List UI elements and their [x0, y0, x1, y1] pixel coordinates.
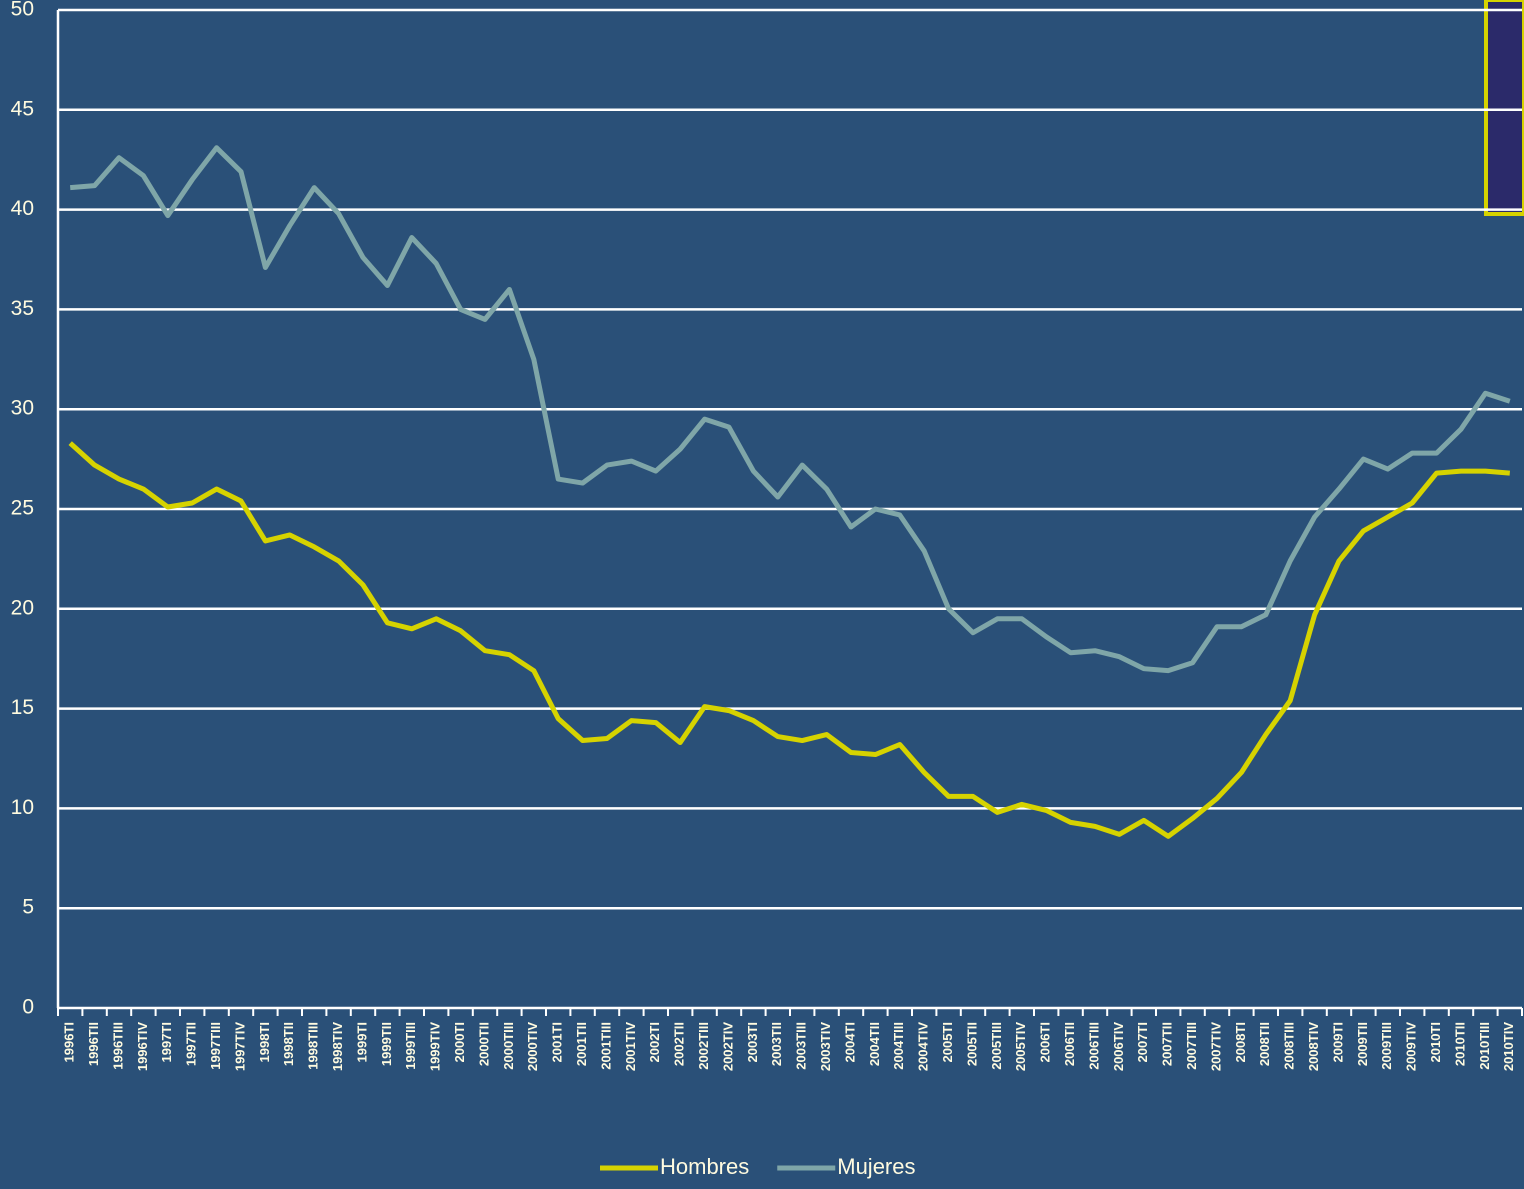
- y-tick-label: 30: [11, 397, 34, 420]
- x-tick-label: 2004TII: [867, 1022, 882, 1066]
- x-tick-label: 2009TIII: [1379, 1022, 1394, 1070]
- x-tick-label: 1998TI: [257, 1022, 272, 1062]
- x-tick-label: 2002TIV: [720, 1022, 735, 1071]
- x-tick-label: 1999TII: [379, 1022, 394, 1066]
- x-tick-label: 2002TIII: [696, 1022, 711, 1070]
- x-tick-label: 2006TII: [1062, 1022, 1077, 1066]
- y-tick-label: 5: [22, 896, 34, 919]
- x-tick-label: 2006TI: [1038, 1022, 1053, 1062]
- x-tick-label: 2007TIII: [1184, 1022, 1199, 1070]
- x-tick-label: 2000TIII: [501, 1022, 516, 1070]
- x-tick-label: 2008TII: [1257, 1022, 1272, 1066]
- legend-label: Hombres: [660, 1154, 749, 1179]
- x-tick-label: 1996TIV: [135, 1022, 150, 1071]
- x-tick-label: 2000TII: [476, 1022, 491, 1066]
- line-series: [69, 145, 1511, 674]
- x-tick-label: 2008TI: [1233, 1022, 1248, 1062]
- x-tick-label: 2001TI: [550, 1022, 565, 1062]
- x-tick-label: 2006TIV: [1111, 1022, 1126, 1071]
- x-tick-label: 2007TI: [1135, 1022, 1150, 1062]
- y-tick-label: 25: [11, 497, 34, 520]
- line-series: [68, 441, 1511, 839]
- x-tick-label: 1996TI: [62, 1022, 77, 1062]
- x-tick-label: 1998TIV: [330, 1022, 345, 1071]
- x-tick-label: 2010TIII: [1477, 1022, 1492, 1070]
- x-tick-label: 1999TIII: [403, 1022, 418, 1070]
- x-tick-label: 2004TIII: [891, 1022, 906, 1070]
- y-tick-label: 15: [11, 696, 34, 719]
- x-tick-label: 1997TIII: [208, 1022, 223, 1070]
- x-tick-label: 2000TI: [452, 1022, 467, 1062]
- x-tick-label: 2005TIV: [1013, 1022, 1028, 1071]
- x-tick-label: 2004TIV: [916, 1022, 931, 1071]
- x-tick-label: 2008TIII: [1282, 1022, 1297, 1070]
- x-tick-label: 2007TII: [1160, 1022, 1175, 1066]
- x-tick-label: 2005TIII: [989, 1022, 1004, 1070]
- x-tick-label: 1997TI: [159, 1022, 174, 1062]
- y-tick-label: 20: [11, 596, 34, 619]
- y-tick-label: 10: [11, 796, 34, 819]
- x-tick-label: 2009TI: [1330, 1022, 1345, 1062]
- x-tick-label: 2006TIII: [1086, 1022, 1101, 1070]
- x-tick-label: 2005TI: [940, 1022, 955, 1062]
- y-tick-label: 50: [11, 0, 34, 21]
- x-tick-label: 1996TII: [86, 1022, 101, 1066]
- x-tick-label: 2003TIV: [818, 1022, 833, 1071]
- x-tick-label: 2001TIII: [598, 1022, 613, 1070]
- y-tick-label: 40: [11, 197, 34, 220]
- y-tick-label: 0: [22, 996, 34, 1019]
- x-tick-label: 2007TIV: [1208, 1022, 1223, 1071]
- x-tick-label: 2002TI: [647, 1022, 662, 1062]
- x-tick-label: 1999TIV: [428, 1022, 443, 1071]
- x-tick-label: 2002TII: [672, 1022, 687, 1066]
- x-tick-label: 2005TII: [964, 1022, 979, 1066]
- x-tick-label: 1996TIII: [110, 1022, 125, 1070]
- x-tick-label: 1999TI: [354, 1022, 369, 1062]
- y-tick-label: 35: [11, 297, 34, 320]
- x-tick-label: 2010TII: [1452, 1022, 1467, 1066]
- x-tick-label: 1997TII: [184, 1022, 199, 1066]
- x-tick-label: 2003TI: [745, 1022, 760, 1062]
- x-tick-label: 2003TII: [769, 1022, 784, 1066]
- x-tick-label: 2000TIV: [525, 1022, 540, 1071]
- y-tick-label: 45: [11, 97, 34, 120]
- corner-image: [1484, 0, 1524, 216]
- legend-label: Mujeres: [837, 1154, 915, 1179]
- x-tick-label: 2001TIV: [623, 1022, 638, 1071]
- x-tick-label: 2003TIII: [794, 1022, 809, 1070]
- x-tick-label: 2010TIV: [1501, 1022, 1516, 1071]
- x-tick-label: 1997TIV: [232, 1022, 247, 1071]
- x-tick-label: 1998TIII: [306, 1022, 321, 1070]
- x-tick-label: 2009TIV: [1404, 1022, 1419, 1071]
- x-tick-label: 1998TII: [281, 1022, 296, 1066]
- x-tick-label: 2008TIV: [1306, 1022, 1321, 1071]
- x-tick-label: 2001TII: [574, 1022, 589, 1066]
- x-tick-label: 2010TI: [1428, 1022, 1443, 1062]
- x-tick-label: 2004TI: [842, 1022, 857, 1062]
- x-tick-label: 2009TII: [1355, 1022, 1370, 1066]
